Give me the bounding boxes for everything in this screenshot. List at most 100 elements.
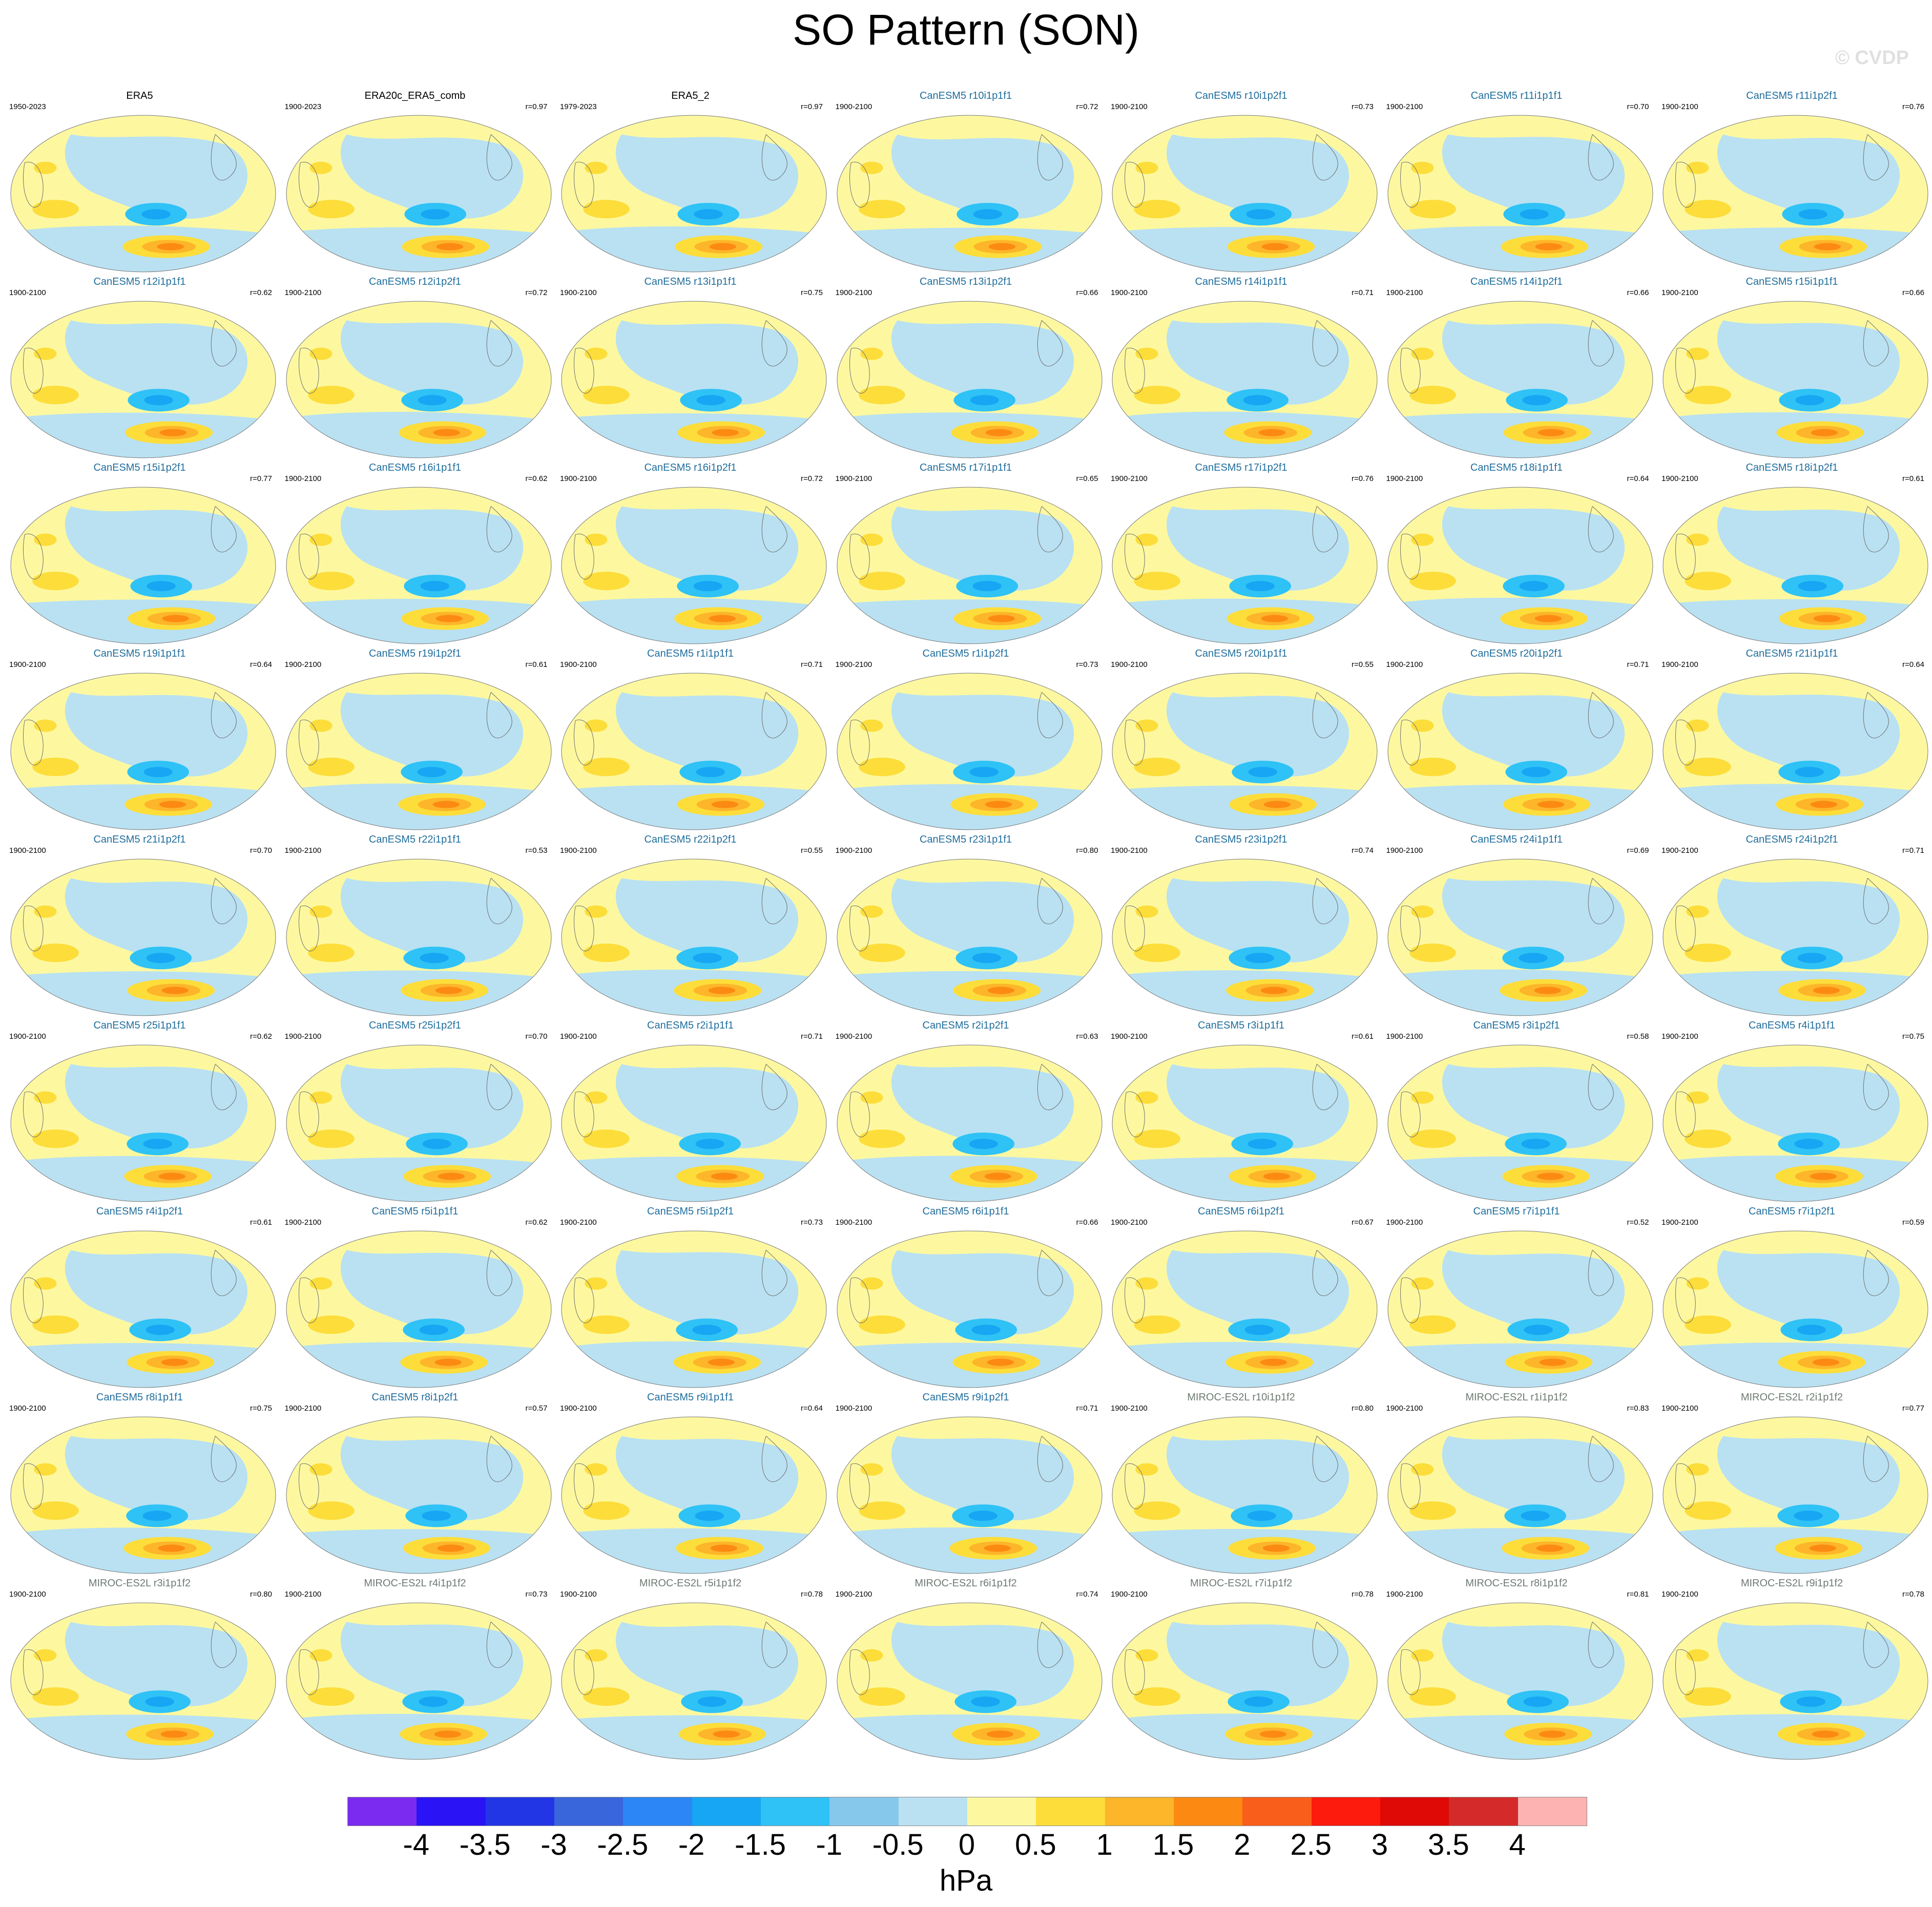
panel-years: 1900-2100 <box>1386 288 1423 297</box>
panel-years: 1900-2100 <box>1111 1032 1148 1041</box>
panel-title: CanESM5 r23i1p1f1 <box>919 834 1012 845</box>
panel-correlation: r=0.81 <box>1627 1590 1649 1599</box>
panel-correlation: r=0.74 <box>1352 846 1374 855</box>
panel-correlation: r=0.64 <box>1627 474 1649 483</box>
cvdp-credit: © CVDP <box>1835 47 1909 69</box>
panel-correlation: r=0.80 <box>1352 1404 1374 1413</box>
panel-years: 1900-2100 <box>9 660 46 669</box>
slp-pattern-map <box>1112 1416 1378 1574</box>
colorbar-box <box>967 1797 1036 1826</box>
panel-title: CanESM5 r10i1p2f1 <box>1195 90 1287 101</box>
panel-title: CanESM5 r18i1p1f1 <box>1470 462 1563 473</box>
panel-title: CanESM5 r15i1p2f1 <box>93 462 186 473</box>
panel-title: CanESM5 r6i1p1f1 <box>922 1206 1009 1217</box>
panel-correlation: r=0.75 <box>801 288 823 297</box>
panel-years: 1900-2100 <box>560 288 597 297</box>
slp-pattern-map <box>10 858 276 1016</box>
panel-correlation: r=0.97 <box>801 102 823 111</box>
panel-correlation: r=0.77 <box>250 474 272 483</box>
panel-title: CanESM5 r12i1p2f1 <box>368 276 462 287</box>
panel-years: 1950-2023 <box>9 102 46 111</box>
panel-correlation: r=0.69 <box>1627 846 1649 855</box>
panel-years: 1900-2100 <box>284 1404 322 1413</box>
map-panel: CanESM5 r8i1p1f1 1900-2100 r=0.75 <box>2 1392 277 1577</box>
panel-years: 1900-2100 <box>1111 474 1148 483</box>
slp-pattern-map <box>837 1044 1102 1202</box>
slp-pattern-map <box>837 673 1102 830</box>
map-panel: CanESM5 r1i1p2f1 1900-2100 r=0.73 <box>828 648 1104 833</box>
map-panel: CanESM5 r1i1p1f1 1900-2100 r=0.71 <box>553 648 828 833</box>
map-panel: CanESM5 r17i1p1f1 1900-2100 r=0.65 <box>828 462 1104 647</box>
panel-correlation: r=0.62 <box>525 474 548 483</box>
colorbar-tick-label: 4 <box>1509 1828 1526 1861</box>
colorbar-tick-label: -2.5 <box>597 1828 649 1861</box>
panel-years: 1900-2100 <box>284 1218 322 1227</box>
panel-correlation: r=0.55 <box>801 846 823 855</box>
slp-pattern-map <box>10 1416 276 1574</box>
slp-pattern-map <box>837 858 1102 1016</box>
panel-title: CanESM5 r3i1p2f1 <box>1473 1020 1560 1031</box>
colorbar-box <box>1036 1797 1105 1826</box>
colorbar-box <box>829 1797 899 1826</box>
map-panel: CanESM5 r4i1p2f1 r=0.61 <box>2 1206 277 1391</box>
panel-years: 1900-2100 <box>284 288 322 297</box>
slp-pattern-map <box>10 487 276 644</box>
map-panel: CanESM5 r14i1p1f1 1900-2100 r=0.71 <box>1104 276 1379 462</box>
map-panel: CanESM5 r12i1p2f1 1900-2100 r=0.72 <box>278 276 553 462</box>
map-panel: CanESM5 r25i1p2f1 1900-2100 r=0.70 <box>278 1020 553 1205</box>
panel-years: 1900-2100 <box>1661 660 1698 669</box>
map-panel: CanESM5 r12i1p1f1 1900-2100 r=0.62 <box>2 276 277 462</box>
map-panel: CanESM5 r9i1p1f1 1900-2100 r=0.64 <box>553 1392 828 1577</box>
slp-pattern-map <box>286 301 551 458</box>
map-panel: CanESM5 r4i1p1f1 1900-2100 r=0.75 <box>1654 1020 1929 1205</box>
panel-title: CanESM5 r16i1p2f1 <box>644 462 737 473</box>
map-panel: CanESM5 r16i1p1f1 1900-2100 r=0.62 <box>278 462 553 647</box>
panel-correlation: r=0.70 <box>250 846 272 855</box>
map-panel: CanESM5 r11i1p2f1 1900-2100 r=0.76 <box>1654 90 1929 276</box>
colorbar-box <box>1449 1797 1518 1826</box>
panel-years: 1900-2100 <box>1386 1032 1423 1041</box>
map-panel: MIROC-ES2L r4i1p1f2 1900-2100 r=0.73 <box>278 1578 553 1763</box>
panel-title: CanESM5 r21i1p1f1 <box>1746 648 1838 659</box>
map-panel: CanESM5 r5i1p1f1 1900-2100 r=0.62 <box>278 1206 553 1391</box>
panel-correlation: r=0.78 <box>1352 1590 1374 1599</box>
colorbar-box <box>1242 1797 1312 1826</box>
panel-title: ERA20c_ERA5_comb <box>364 90 466 101</box>
panel-title: CanESM5 r7i1p2f1 <box>1749 1206 1835 1217</box>
panel-title: CanESM5 r10i1p1f1 <box>919 90 1012 101</box>
panel-years: 1900-2100 <box>835 102 872 111</box>
colorbar-tick-label: 2.5 <box>1290 1828 1332 1861</box>
slp-pattern-map <box>1387 301 1653 458</box>
map-panel: CanESM5 r23i1p2f1 1900-2100 r=0.74 <box>1104 834 1379 1019</box>
colorbar-labels: -4 -3.5 -3 -2.5 -2 -1.5 -1 -0.5 0 0.5 1 1.5 2 2.5 3 3.5… <box>347 1828 1586 1863</box>
panel-title: MIROC-ES2L r4i1p1f2 <box>364 1578 466 1589</box>
panel-title: CanESM5 r12i1p1f1 <box>93 276 186 287</box>
colorbar-tick-label: -1.5 <box>735 1828 786 1861</box>
panel-title: CanESM5 r4i1p1f1 <box>1749 1020 1835 1031</box>
slp-pattern-map <box>1387 1602 1653 1760</box>
panel-title: CanESM5 r11i1p1f1 <box>1470 90 1563 101</box>
colorbar-tick-label: -3.5 <box>459 1828 511 1861</box>
panel-correlation: r=0.71 <box>801 1032 823 1041</box>
panel-years: 1900-2100 <box>9 288 46 297</box>
panel-correlation: r=0.52 <box>1627 1218 1649 1227</box>
panel-title: MIROC-ES2L r9i1p1f2 <box>1740 1578 1843 1589</box>
panel-correlation: r=0.72 <box>801 474 823 483</box>
panel-correlation: r=0.66 <box>1076 288 1098 297</box>
panel-title: CanESM5 r2i1p1f1 <box>647 1020 734 1031</box>
colorbar-tick-label: 2 <box>1234 1828 1251 1861</box>
map-panel: CanESM5 r13i1p2f1 1900-2100 r=0.66 <box>828 276 1104 462</box>
panel-correlation: r=0.65 <box>1076 474 1098 483</box>
map-panel: MIROC-ES2L r10i1p1f2 1900-2100 r=0.80 <box>1104 1392 1379 1577</box>
panel-years: 1900-2100 <box>9 1590 46 1599</box>
panel-correlation: r=0.53 <box>525 846 548 855</box>
panel-years: 1900-2100 <box>284 1032 322 1041</box>
panel-title: CanESM5 r22i1p2f1 <box>644 834 737 845</box>
panel-years: 1900-2100 <box>284 1590 322 1599</box>
panel-years: 1900-2100 <box>835 1032 872 1041</box>
map-panel: MIROC-ES2L r7i1p1f2 1900-2100 r=0.78 <box>1104 1578 1379 1763</box>
slp-pattern-map <box>1112 487 1378 644</box>
panel-years: 1900-2100 <box>560 1404 597 1413</box>
panel-correlation: r=0.64 <box>250 660 272 669</box>
slp-pattern-map <box>1663 301 1928 458</box>
